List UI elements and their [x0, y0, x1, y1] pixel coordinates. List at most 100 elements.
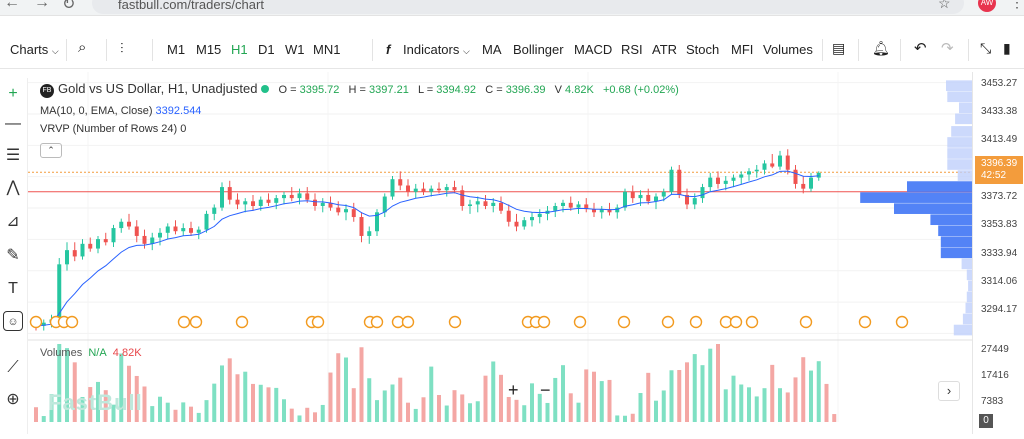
ruler-icon[interactable]: ⟋ — [7, 359, 19, 376]
ma-label: MA(10, 0, EMA, Close) — [40, 105, 153, 117]
price-axis[interactable]: 3453.27 3433.38 3413.49 3373.72 3353.83 … — [972, 72, 1024, 434]
back-icon[interactable]: ← — [4, 0, 20, 11]
chart-area[interactable] — [28, 72, 972, 434]
volume-bar — [375, 400, 379, 422]
vrvp-row — [955, 113, 972, 125]
study-mfi[interactable]: MFI — [731, 42, 754, 57]
candle-body — [134, 226, 139, 236]
browser-menu-icon[interactable]: ⋮ — [1010, 0, 1024, 10]
timeframe-d1[interactable]: D1 — [258, 42, 275, 57]
volume-bar — [336, 353, 341, 422]
candle-body — [413, 188, 418, 192]
zoom-in-icon[interactable]: ⊕ — [6, 391, 20, 408]
study-stoch[interactable]: Stoch — [686, 42, 720, 57]
ma-legend[interactable]: MA(10, 0, EMA, Close) 3392.544 — [40, 105, 201, 117]
candle-body — [359, 217, 364, 236]
text-tool-icon[interactable]: T — [8, 280, 18, 297]
trend-line-icon[interactable]: — — [5, 115, 21, 132]
candle-body — [173, 226, 178, 232]
symbol-title[interactable]: Gold vs US Dollar, H1, Unadjusted — [58, 81, 258, 96]
volume-bar — [545, 402, 550, 422]
emoji-icon[interactable]: ☺ — [3, 311, 23, 331]
candle-body — [398, 179, 403, 186]
study-rsi[interactable]: RSI — [621, 42, 643, 57]
crosshair-icon[interactable]: + — [8, 85, 18, 102]
study-ma[interactable]: MA — [482, 42, 502, 57]
candle-body — [553, 206, 558, 211]
timeframe-mn1[interactable]: MN1 — [313, 42, 341, 57]
candle-body — [747, 171, 751, 175]
candle-body — [661, 191, 666, 197]
brush-icon[interactable]: ✎ — [6, 247, 20, 264]
timeframe-w1[interactable]: W1 — [285, 42, 305, 57]
candle-body — [716, 177, 720, 184]
candle-body — [576, 204, 581, 208]
study-atr[interactable]: ATR — [652, 42, 678, 57]
volume-na: N/A — [88, 347, 107, 359]
timeframe-m1[interactable]: M1 — [167, 42, 186, 57]
scroll-right-button[interactable]: › — [938, 381, 960, 401]
bookmark-star-icon[interactable]: ☆ — [938, 0, 951, 11]
candle-body — [530, 217, 534, 221]
candle-body — [111, 228, 116, 243]
projection-icon[interactable]: ⊿ — [6, 213, 20, 230]
address-bar[interactable]: fastbull.com/traders/chart — [92, 0, 964, 14]
symbol-legend: FB Gold vs US Dollar, H1, Unadjusted O = … — [40, 81, 679, 98]
candle-type-icon[interactable]: ⫶ — [120, 40, 124, 56]
candle-body — [700, 187, 705, 199]
candle-body — [692, 198, 697, 205]
zoom-out-button[interactable]: − — [540, 380, 551, 400]
candle-body — [150, 237, 155, 244]
candle-body — [367, 231, 372, 236]
timeframe-h1[interactable]: H1 — [231, 42, 248, 57]
study-macd[interactable]: MACD — [574, 42, 613, 57]
candle-body — [390, 179, 395, 197]
forward-icon[interactable]: → — [34, 0, 50, 11]
alert-bell-icon[interactable]: 🔔︎ — [872, 40, 890, 56]
charts-dropdown[interactable]: Charts ⌵ — [10, 42, 59, 57]
volume-bar — [452, 390, 457, 422]
volume-bar — [297, 415, 302, 422]
candle-body — [568, 202, 573, 208]
pattern-icon[interactable]: ⋀ — [6, 179, 20, 196]
fullscreen-icon[interactable]: ⤡ — [980, 40, 992, 56]
candle-body — [816, 172, 821, 178]
candle-body — [41, 322, 46, 326]
price-chart[interactable] — [28, 72, 972, 434]
volume-bar — [576, 402, 581, 422]
volume-bar — [816, 361, 821, 422]
reload-icon[interactable]: ↻ — [62, 0, 76, 13]
event-marker — [573, 315, 587, 329]
indicator-fx-icon[interactable]: f — [386, 42, 391, 57]
zoom-in-button[interactable]: + — [508, 380, 519, 400]
event-marker — [745, 315, 759, 329]
candle-body — [483, 201, 488, 206]
event-marker — [177, 315, 191, 329]
collapse-legend-button[interactable]: ⌃ — [40, 143, 62, 158]
search-icon[interactable]: ⌕ — [78, 39, 87, 56]
undo-icon[interactable]: ↶ — [914, 40, 927, 57]
indicators-dropdown[interactable]: Indicators ⌵ — [403, 42, 470, 57]
event-marker — [370, 315, 384, 329]
vrvp-row — [930, 214, 972, 226]
candle-body — [754, 169, 759, 172]
volume-bar — [204, 400, 209, 422]
timeframe-m15[interactable]: M15 — [196, 42, 222, 57]
fastbull-watermark: FastBull — [48, 390, 143, 415]
candle-body — [235, 199, 240, 205]
candle-body — [351, 209, 356, 218]
study-volumes[interactable]: Volumes — [763, 42, 813, 57]
redo-icon[interactable]: ↷ — [941, 40, 954, 57]
candle-body — [165, 226, 170, 233]
volume-bar — [134, 375, 139, 422]
event-marker — [617, 315, 631, 329]
fib-lines-icon[interactable]: ☰ — [5, 147, 21, 164]
study-bollinger[interactable]: Bollinger — [513, 42, 564, 57]
volume-bar — [344, 357, 348, 422]
candle-body — [646, 194, 651, 202]
layout-icon[interactable]: ▤ — [832, 40, 846, 56]
volume-bar — [553, 377, 558, 422]
profile-avatar[interactable]: AW — [978, 0, 996, 12]
vrvp-legend[interactable]: VRVP (Number of Rows 24) 0 — [40, 123, 186, 135]
snapshot-icon[interactable]: ▮ — [1003, 40, 1011, 56]
